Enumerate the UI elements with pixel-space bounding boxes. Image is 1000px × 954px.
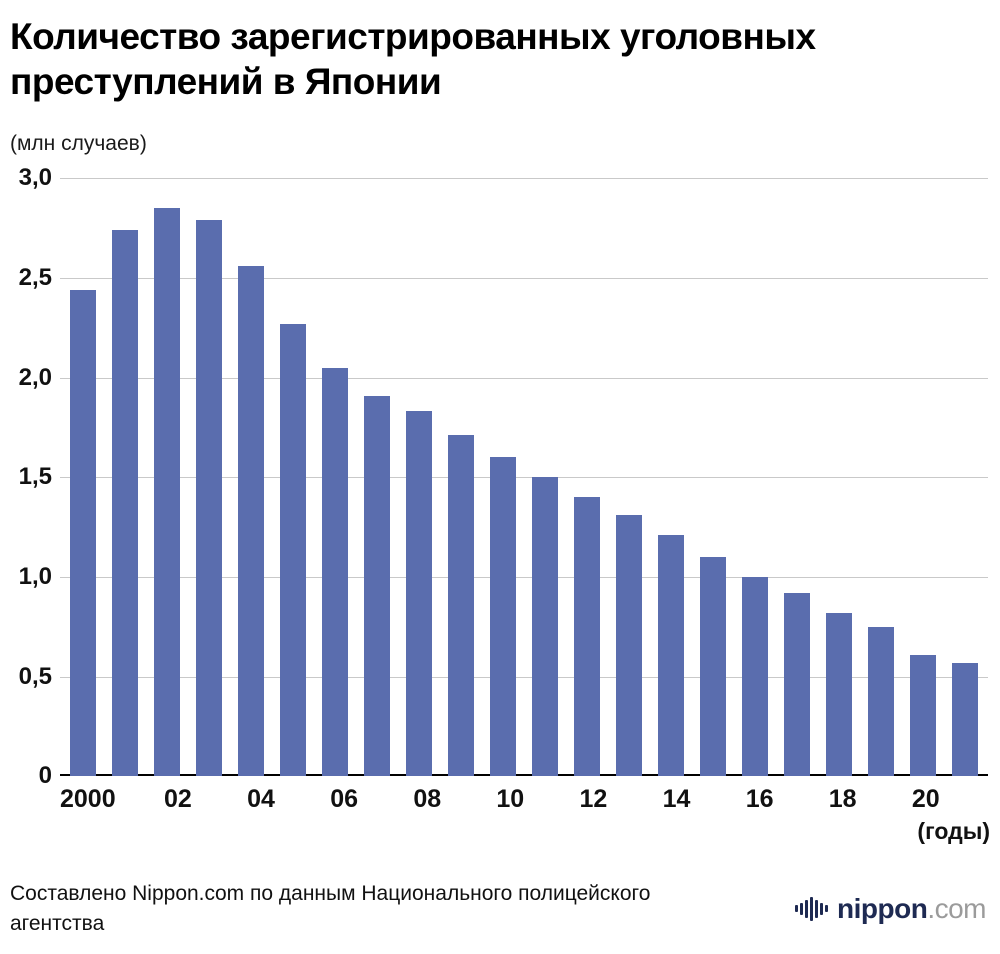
gridline: [60, 576, 988, 578]
x-tick-label: 14: [662, 785, 691, 814]
y-tick-label: 0,5: [18, 662, 52, 690]
x-tick-label: 16: [745, 785, 774, 814]
bar-slot: [440, 178, 482, 777]
bar-2003: [195, 220, 223, 777]
y-tick-label: 0: [38, 762, 52, 790]
gridline: [60, 277, 988, 279]
nippon-logo-text: nippon.com: [837, 893, 986, 925]
x-tick-label: 06: [330, 785, 359, 814]
x-tick-label: [780, 776, 822, 814]
bar-2002: [153, 208, 181, 777]
gridline: [60, 178, 988, 180]
bar-2006: [321, 367, 349, 777]
y-axis: 3,0 2,5 2,0 1,5 1,0 0,5 0: [8, 164, 52, 789]
bar-slot: [524, 178, 566, 777]
footer: Составлено Nippon.com по данным Национал…: [10, 879, 986, 938]
y-tick-label: 2,0: [18, 363, 52, 391]
gridline: [60, 377, 988, 379]
bar-slot: [188, 178, 230, 777]
bar-slot: [230, 178, 272, 777]
x-tick-label: 18: [828, 785, 857, 814]
bar-2011: [531, 477, 559, 777]
bar-2012: [573, 497, 601, 777]
bar-slot: [902, 178, 944, 777]
nippon-logo-name: nippon: [837, 892, 928, 924]
bar-slot: [356, 178, 398, 777]
bar-slot: [482, 178, 524, 777]
bar-2015: [699, 556, 727, 777]
bar-slot: [734, 178, 776, 777]
y-tick-label: 1,0: [18, 562, 52, 590]
x-axis-baseline: [60, 774, 988, 777]
bar-slot: [650, 178, 692, 777]
bar-slot: [314, 178, 356, 777]
bar-slot: [818, 178, 860, 777]
bar-2001: [111, 230, 139, 777]
bar-2005: [279, 323, 307, 777]
bar-slot: [944, 178, 986, 777]
bar-slot: [398, 178, 440, 777]
x-tick-label: [448, 776, 490, 814]
plot-area: [60, 178, 988, 777]
x-tick-label: 2000: [60, 785, 116, 814]
x-tick-label: [531, 776, 573, 814]
x-tick-label: [947, 776, 989, 814]
bar-2004: [237, 265, 265, 777]
x-tick-label: [365, 776, 407, 814]
x-tick-label: 02: [164, 785, 192, 814]
bar-2000: [69, 289, 97, 777]
bar-2010: [489, 457, 517, 777]
bar-slot: [272, 178, 314, 777]
bar-slot: [692, 178, 734, 777]
x-axis-note: (годы): [917, 818, 990, 845]
x-axis: 2000 02 04 06 08 10 12 14 16 18 20: [60, 776, 988, 814]
x-tick-label: [282, 776, 324, 814]
bar-slot: [146, 178, 188, 777]
x-tick-label: 10: [496, 785, 525, 814]
x-tick-label: [697, 776, 739, 814]
x-tick-label: [199, 776, 241, 814]
bar-2013: [615, 515, 643, 777]
x-tick-label: 04: [247, 785, 275, 814]
gridline: [60, 676, 988, 678]
bar-2018: [825, 612, 853, 777]
y-axis-unit-label: (млн случаев): [10, 132, 147, 156]
nippon-logo-domain: .com: [927, 892, 986, 924]
bar-2021: [951, 662, 979, 777]
bar-2019: [867, 626, 895, 777]
bar-2007: [363, 395, 391, 777]
bar-2017: [783, 592, 811, 777]
bar-slot: [566, 178, 608, 777]
x-tick-label: 08: [413, 785, 442, 814]
bar-slot: [860, 178, 902, 777]
x-tick-label: 12: [579, 785, 608, 814]
y-tick-label: 3,0: [18, 164, 52, 192]
x-tick-label: 20: [911, 785, 940, 814]
bars: [62, 178, 986, 777]
source-attribution: Составлено Nippon.com по данным Национал…: [10, 882, 651, 935]
x-tick-label: [116, 776, 158, 814]
bar-2009: [447, 435, 475, 777]
y-tick-label: 2,5: [18, 263, 52, 291]
bar-2008: [405, 411, 433, 777]
bar-2016: [741, 576, 769, 777]
bar-slot: [104, 178, 146, 777]
x-tick-label: [614, 776, 656, 814]
nippon-logo: nippon.com: [795, 893, 986, 925]
page-title: Количество зарегистрированных уголовных …: [10, 16, 816, 103]
bar-slot: [608, 178, 650, 777]
chart: 3,0 2,5 2,0 1,5 1,0 0,5 0: [19, 164, 988, 789]
x-tick-label: [863, 776, 905, 814]
bar-2014: [657, 535, 685, 777]
y-tick-label: 1,5: [18, 463, 52, 491]
bar-2020: [909, 654, 937, 777]
bar-slot: [62, 178, 104, 777]
bar-slot: [776, 178, 818, 777]
nippon-logo-icon: [795, 896, 829, 921]
gridline: [60, 477, 988, 479]
